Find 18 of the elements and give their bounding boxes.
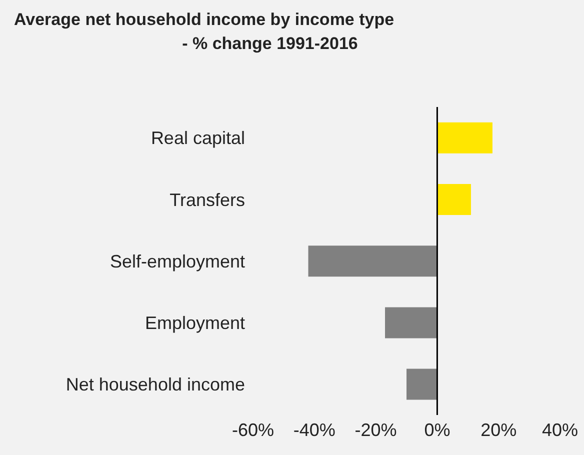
x-tick-label: -60% <box>232 420 274 440</box>
bar <box>437 122 492 154</box>
bar <box>308 246 438 277</box>
y-tick-label: Self-employment <box>110 251 245 272</box>
x-tick-label: -40% <box>293 420 336 440</box>
y-tick-label: Transfers <box>170 190 245 210</box>
x-tick-label: 20% <box>480 420 517 440</box>
x-tick-label: 40% <box>542 420 578 440</box>
x-tick-label: 0% <box>424 420 450 440</box>
y-tick-label: Employment <box>144 312 245 333</box>
bar <box>406 368 438 400</box>
bar <box>437 184 471 215</box>
x-tick-label: -20% <box>354 420 397 440</box>
chart-title: Average net household income by income type <box>14 10 394 30</box>
y-tick-label: Real capital <box>150 128 245 148</box>
chart-subtitle: - % change 1991-2016 <box>181 34 359 54</box>
y-tick-label: Net household income <box>66 374 245 395</box>
bar <box>385 307 438 338</box>
